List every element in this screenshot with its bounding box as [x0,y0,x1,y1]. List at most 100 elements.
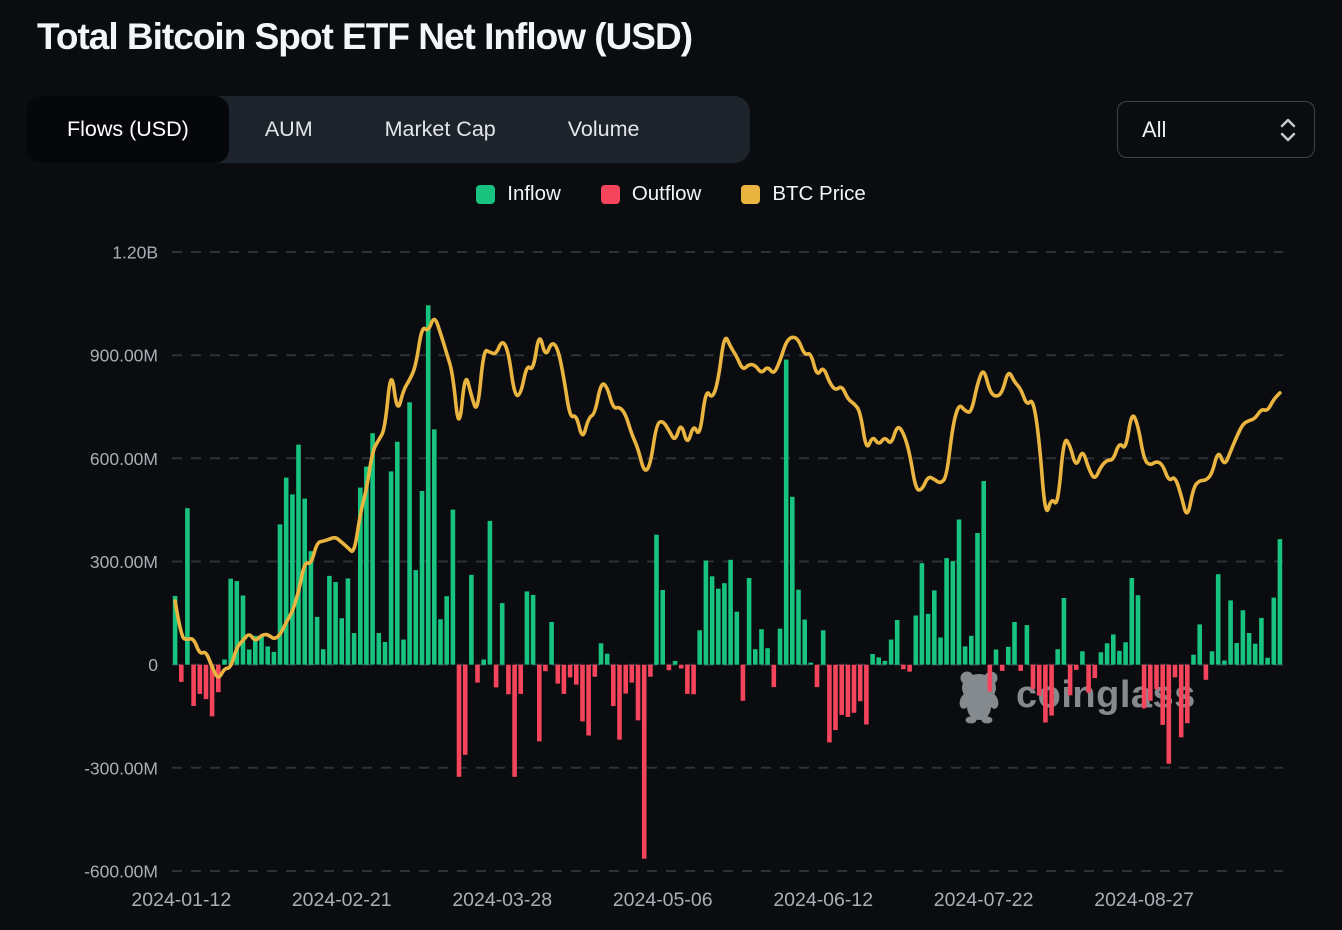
flow-bar [962,646,968,665]
flow-bar [604,653,610,665]
flow-bar [981,481,986,665]
x-axis-tick-label: 2024-03-28 [452,889,552,911]
flow-bar [703,560,709,665]
legend-item-btc-price[interactable]: BTC Price [741,182,866,206]
flow-bar [938,637,943,665]
flow-bar [580,664,585,722]
flow-bar [1185,664,1190,724]
flow-bar [876,657,881,665]
flow-bar [672,660,678,665]
flow-bar [950,561,956,665]
flow-bar [1061,598,1067,665]
flow-bar [1036,664,1042,696]
y-axis-tick-label: 900.00M [90,346,158,366]
flow-bar [222,659,227,665]
flow-bar [506,664,511,695]
flow-bar [586,664,591,736]
flow-bar [1271,597,1277,665]
flow-bar [1012,622,1017,665]
flow-bar [623,664,628,694]
flow-bar [901,664,906,670]
flow-bar [857,664,863,702]
flow-bar [530,594,536,665]
flow-bar [283,477,289,665]
flow-bar [925,613,931,665]
flow-bar [833,664,838,730]
flow-bar [759,629,764,665]
legend-item-inflow[interactable]: Inflow [476,182,561,206]
flow-bar [1123,642,1128,665]
x-axis-tick-label: 2024-06-12 [773,889,873,911]
flow-bar [370,433,375,665]
inflow-swatch-icon [476,184,496,204]
flow-bar [969,635,974,665]
flow-bar [814,664,820,688]
flow-bar [1055,649,1060,665]
flow-bar [1111,634,1116,665]
flow-bar [839,664,844,715]
tab-volume[interactable]: Volume [532,96,676,163]
flow-bar [259,635,264,665]
flow-bar [796,589,801,665]
x-axis-tick-label: 2024-08-27 [1094,889,1194,911]
flow-bar [709,576,715,665]
flow-bar [1135,595,1141,665]
flow-bar [574,664,579,685]
flow-bar [524,591,530,665]
flow-bar [172,595,178,665]
flow-bar [790,496,795,665]
y-axis-tick-label: 1.20B [112,243,158,263]
flow-bar [351,633,357,665]
tab-flows-usd[interactable]: Flows (USD) [27,96,229,163]
y-axis-tick-label: 300.00M [90,552,158,572]
x-axis-tick-label: 2024-01-12 [131,889,231,911]
flow-bar [265,646,270,665]
flow-bar [1141,664,1147,709]
flow-bar [870,654,875,665]
flow-bar [1203,664,1209,680]
legend-label-outflow: Outflow [631,182,702,205]
flow-bar [1067,664,1073,696]
flow-bar [660,590,665,665]
page-title: Total Bitcoin Spot ETF Net Inflow (USD) [37,16,693,57]
flow-bar [678,664,684,669]
flow-bar [1086,664,1091,693]
flow-bar [1234,643,1239,665]
chart-legend: Inflow Outflow BTC Price [0,182,1342,206]
flow-bar [240,595,246,665]
flow-bar [1172,664,1178,678]
flow-bar [302,498,307,665]
flow-bar [1049,664,1054,716]
legend-label-inflow: Inflow [507,182,561,205]
tab-market-cap[interactable]: Market Cap [349,96,532,163]
flow-bar [179,664,184,682]
y-axis-tick-label: -300.00M [84,758,158,778]
flow-bar [808,662,814,665]
flow-bar [203,664,209,700]
flow-bar [753,649,758,665]
flow-bar [1246,633,1252,665]
flow-bar [185,508,190,665]
flow-bar [450,509,456,665]
flow-bar [561,664,567,694]
legend-item-outflow[interactable]: Outflow [600,182,702,206]
flow-bar [475,664,480,683]
x-axis-tick-label: 2024-02-21 [292,889,392,911]
outflow-swatch-icon [600,184,620,204]
flow-bar [555,664,561,684]
flow-bar [617,664,622,740]
flow-bar [314,616,320,665]
flow-bar [1160,664,1165,725]
flow-bar [1277,539,1283,665]
flow-bar [1197,624,1202,665]
flow-bar [1154,664,1159,690]
flow-bar [1030,664,1036,690]
y-axis-tick-label: 600.00M [90,449,158,469]
chart-tab-bar: Flows (USD) AUM Market Cap Volume [27,96,750,163]
time-range-select[interactable]: All [1117,101,1315,158]
tab-aum[interactable]: AUM [229,96,349,163]
x-axis-tick-label: 2024-05-06 [613,889,713,911]
flow-bar [648,664,653,677]
flow-bar [913,615,919,665]
